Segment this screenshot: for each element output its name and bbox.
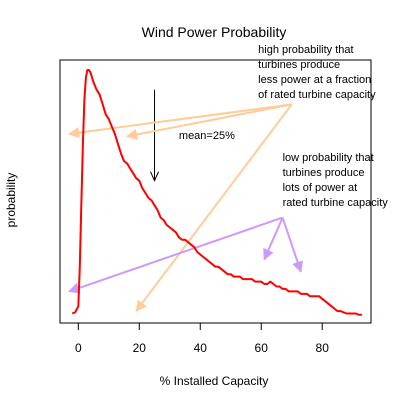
x-axis: 0 20 40 60 80	[75, 322, 330, 355]
series-line	[71, 69, 362, 316]
annotation-arrow-high-power	[281, 217, 301, 272]
y-axis-label: probability	[4, 173, 18, 228]
x-tick-label: 40	[194, 341, 208, 355]
x-axis-label: % Installed Capacity	[160, 374, 269, 388]
chart-title: Wind Power Probability	[142, 24, 287, 40]
annotation-text: mean=25% high probability that turbines pr…	[179, 44, 388, 209]
x-tick-label: 80	[316, 341, 330, 355]
annotation-label-high-power: low probability that turbines produce lots…	[283, 152, 389, 209]
x-tick-label: 60	[255, 341, 269, 355]
annotation-label-mean: mean=25%	[179, 130, 235, 142]
annotation-arrow-low-power	[69, 103, 292, 134]
annotation-arrow-low-power	[127, 103, 292, 136]
annotation-label-low-power: high probability that turbines produce les…	[258, 44, 376, 101]
x-tick-label: 20	[133, 341, 147, 355]
annotation-arrow-high-power	[69, 216, 283, 292]
annotation-arrow-high-power	[264, 217, 284, 260]
annotation-arrows	[69, 89, 301, 311]
annotation-arrow-low-power	[135, 103, 293, 311]
x-tick-label: 0	[75, 341, 82, 355]
